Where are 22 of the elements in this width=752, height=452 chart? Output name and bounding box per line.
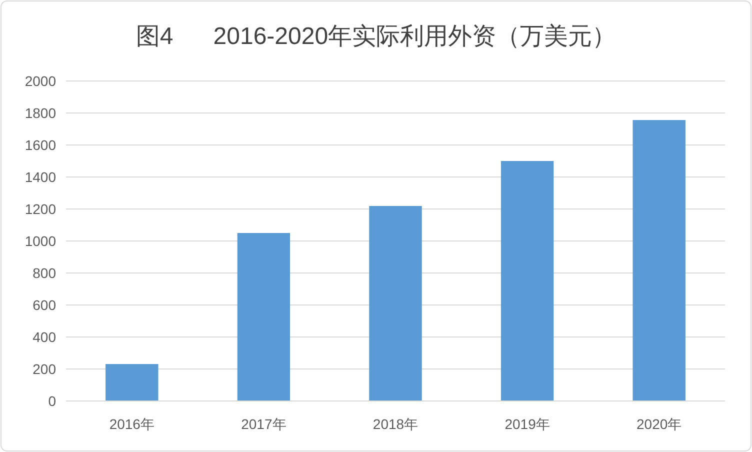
y-tick-label: 1000 — [24, 233, 56, 249]
bar — [106, 364, 158, 401]
bar — [500, 161, 554, 401]
chart-title: 图4 2016-2020年实际利用外资（万美元） — [136, 23, 616, 50]
x-tick-label: 2018年 — [372, 416, 418, 432]
y-tick-label: 1400 — [24, 169, 56, 185]
y-tick-label: 800 — [32, 265, 56, 281]
x-tick-label: 2016年 — [109, 416, 154, 432]
y-tick-label: 1200 — [24, 201, 56, 217]
y-tick-label: 400 — [32, 329, 56, 345]
y-tick-label: 200 — [32, 361, 56, 377]
y-tick-label: 1600 — [24, 137, 56, 153]
x-tick-label: 2017年 — [241, 416, 286, 432]
y-tick-label: 2000 — [24, 73, 56, 89]
bar — [237, 233, 290, 401]
x-tick-label: 2019年 — [504, 416, 550, 432]
y-tick-label: 600 — [32, 297, 56, 313]
y-tick-label: 0 — [48, 393, 56, 409]
y-tick-label: 1800 — [24, 105, 56, 121]
bar — [632, 120, 686, 401]
x-tick-label: 2020年 — [636, 416, 682, 432]
bar — [369, 206, 422, 401]
